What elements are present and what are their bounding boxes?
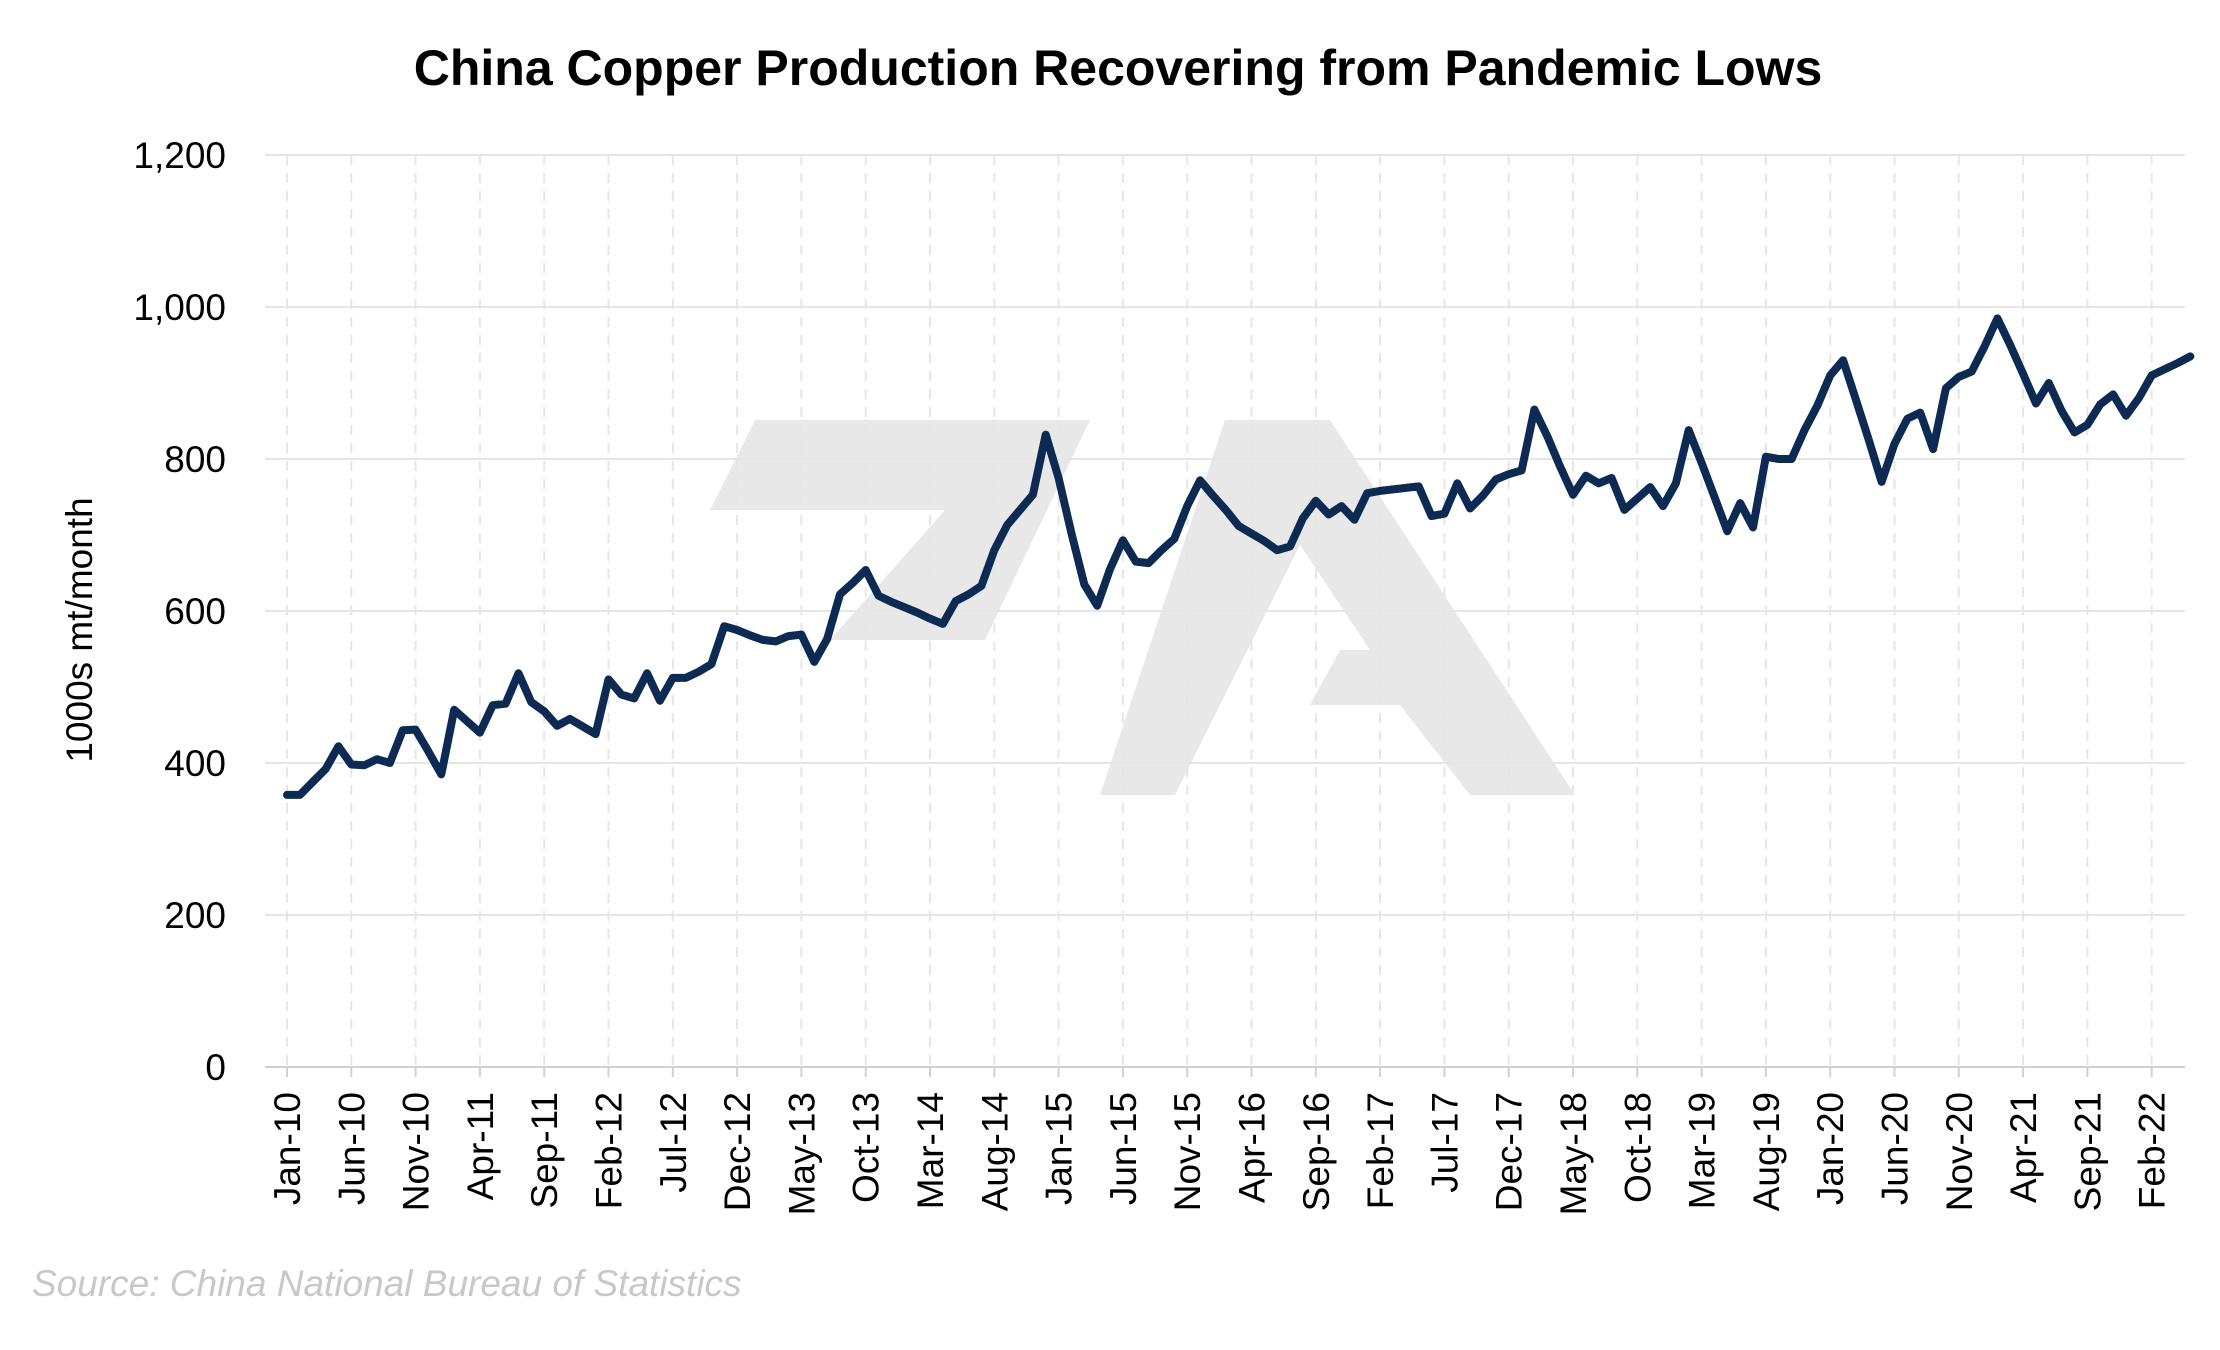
x-tick-label: May-18 [1553, 1092, 1594, 1215]
x-tick-label: Nov-10 [396, 1092, 437, 1211]
x-tick-label: Jun-15 [1103, 1092, 1144, 1205]
x-tick-label: Sep-16 [1296, 1092, 1337, 1211]
y-tick-label: 400 [164, 743, 226, 784]
x-tick-label: Dec-17 [1489, 1092, 1530, 1211]
x-tick-label: Sep-11 [524, 1092, 565, 1209]
x-tick-label: Feb-17 [1360, 1092, 1401, 1209]
x-tick-label: Aug-14 [974, 1092, 1015, 1211]
x-tick-label: Feb-22 [2132, 1092, 2173, 1209]
y-tick-label: 1,200 [133, 135, 226, 176]
x-tick-label: May-13 [781, 1092, 822, 1215]
x-tick-label: Jun-20 [1875, 1092, 1916, 1205]
y-tick-label: 800 [164, 439, 226, 480]
x-tick-label: Apr-21 [2003, 1092, 2044, 1203]
source-note: Source: China National Bureau of Statist… [32, 1263, 742, 1304]
x-tick-label: Nov-15 [1167, 1092, 1208, 1211]
x-tick-label: Oct-13 [846, 1092, 887, 1203]
x-tick-label: Nov-20 [1939, 1092, 1980, 1211]
x-tick-label: Mar-14 [910, 1092, 951, 1209]
x-tick-label: Mar-19 [1682, 1092, 1723, 1209]
series-line-copper-production [283, 314, 2195, 799]
x-tick-label: Jan-10 [267, 1092, 308, 1205]
x-tick-label: Jan-15 [1039, 1092, 1080, 1205]
watermark-logo [710, 420, 1575, 795]
x-tick-label: Dec-12 [717, 1092, 758, 1211]
x-tick-label: Jul-17 [1424, 1092, 1465, 1193]
y-tick-label: 1,000 [133, 287, 226, 328]
x-tick-label: Jul-12 [653, 1092, 694, 1193]
x-tick-label: Sep-21 [2067, 1092, 2108, 1211]
x-tick-label: Jun-10 [331, 1092, 372, 1205]
chart-title: China Copper Production Recovering from … [414, 40, 1823, 96]
watermark-shape-right [1100, 420, 1575, 795]
grid [265, 154, 2185, 1067]
y-tick-label: 0 [205, 1047, 226, 1088]
y-tick-label: 200 [164, 895, 226, 936]
x-axis-ticks: Jan-10 Jun-10 Nov-10 Apr-11 Sep-11 Feb-12 Jul-… [267, 1067, 2173, 1215]
x-tick-label: Apr-16 [1232, 1092, 1273, 1203]
x-tick-label: Apr-11 [460, 1092, 501, 1200]
x-tick-label: Oct-18 [1617, 1092, 1658, 1203]
y-tick-label: 600 [164, 591, 226, 632]
x-tick-label: Feb-12 [589, 1092, 630, 1209]
y-axis-ticks: 0 200 400 600 800 1,000 1,200 [133, 135, 226, 1088]
y-axis-label: 1000s mt/month [59, 497, 100, 762]
watermark-shape-left [710, 420, 1090, 640]
x-tick-label: Jan-20 [1810, 1092, 1851, 1205]
x-tick-label: Aug-19 [1746, 1092, 1787, 1211]
